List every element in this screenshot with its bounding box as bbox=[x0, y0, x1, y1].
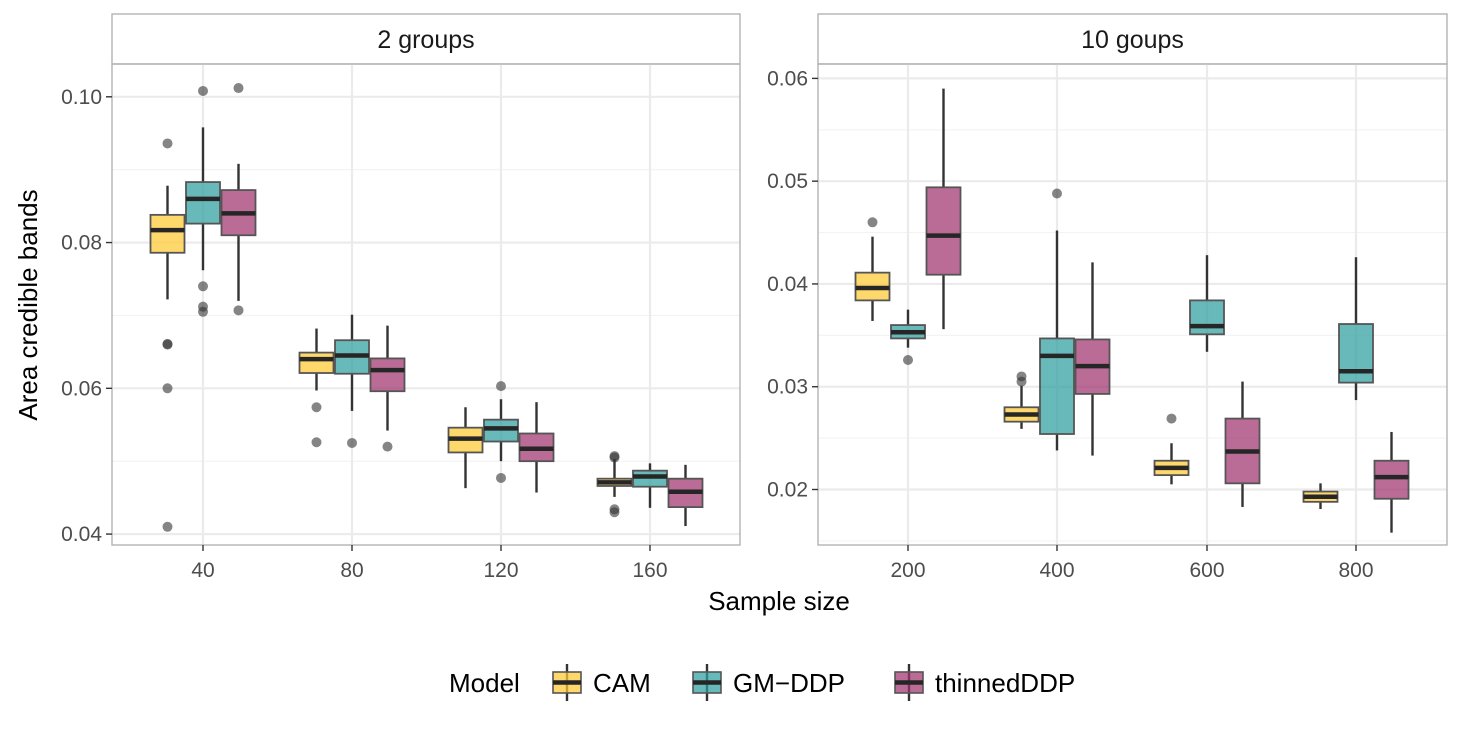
outlier-point bbox=[382, 441, 393, 452]
box-iqr bbox=[1189, 299, 1225, 336]
box-cam bbox=[1003, 371, 1040, 429]
x-tick-label: 200 bbox=[890, 559, 925, 582]
facet-strip bbox=[111, 13, 741, 65]
outlier-point bbox=[162, 383, 173, 394]
legend-key-gmddp: GM−DDP bbox=[692, 664, 845, 701]
box-cam bbox=[1153, 413, 1190, 485]
outlier-point bbox=[233, 83, 244, 94]
box-gmddp bbox=[483, 381, 519, 483]
outlier-point bbox=[1016, 376, 1027, 387]
outlier-point bbox=[347, 437, 357, 448]
x-tick-label: 160 bbox=[632, 559, 667, 582]
legend-key-cam: CAM bbox=[552, 664, 651, 701]
x-tick-label: 600 bbox=[1189, 559, 1224, 582]
x-axis-title: Sample size bbox=[708, 586, 850, 616]
box-cam bbox=[596, 451, 633, 518]
legend-label: thinnedDDP bbox=[935, 668, 1075, 698]
y-tick-label: 0.04 bbox=[767, 273, 808, 296]
x-tick-label: 40 bbox=[191, 559, 214, 582]
outlier-point bbox=[496, 381, 506, 392]
box-iqr bbox=[369, 357, 406, 393]
box-gmddp bbox=[334, 314, 370, 448]
box-thinnedddp bbox=[369, 325, 406, 452]
y-tick-label: 0.10 bbox=[61, 86, 102, 109]
outlier-point bbox=[903, 355, 913, 365]
panel-marks bbox=[854, 88, 1410, 533]
y-tick-label: 0.08 bbox=[61, 232, 102, 255]
panel-axes: 0.04 0.06 0.08 0.10 40 80 120 160 bbox=[61, 86, 667, 582]
x-tick-label: 800 bbox=[1338, 559, 1373, 582]
legend-label: CAM bbox=[593, 668, 651, 698]
panel-grid bbox=[112, 64, 740, 545]
box-iqr bbox=[1338, 323, 1374, 384]
outlier-point bbox=[1166, 413, 1177, 424]
outlier-point bbox=[198, 306, 208, 317]
facet-strip bbox=[817, 13, 1448, 65]
y-tick-label: 0.02 bbox=[767, 479, 808, 502]
outlier-point bbox=[1052, 188, 1062, 199]
box-iqr bbox=[1039, 337, 1075, 435]
facet-10-goups: 10 goups 0.02 0.03 0.04 0.05 0.06 200 400 600 80… bbox=[767, 13, 1448, 582]
box-thinnedddp bbox=[1224, 381, 1261, 507]
outlier-point bbox=[496, 472, 506, 483]
outlier-point bbox=[609, 452, 620, 463]
outlier-point bbox=[162, 138, 173, 149]
box-iqr bbox=[1373, 459, 1410, 500]
box-iqr bbox=[149, 213, 186, 254]
facet-label: 10 goups bbox=[1081, 26, 1184, 54]
outlier-point bbox=[311, 402, 322, 413]
y-tick-label: 0.06 bbox=[767, 67, 808, 90]
outlier-point bbox=[311, 437, 322, 448]
outlier-point bbox=[609, 507, 620, 518]
box-thinnedddp bbox=[1074, 262, 1111, 456]
outlier-point bbox=[867, 217, 878, 228]
y-tick-label: 0.03 bbox=[767, 376, 808, 399]
outlier-point bbox=[162, 521, 173, 532]
y-tick-label: 0.06 bbox=[61, 377, 102, 400]
box-gmddp bbox=[632, 463, 668, 508]
facet-label: 2 groups bbox=[377, 26, 474, 54]
y-tick-label: 0.05 bbox=[767, 170, 808, 193]
box-gmddp bbox=[1338, 257, 1374, 401]
box-thinnedddp bbox=[667, 464, 704, 527]
box-gmddp bbox=[890, 309, 926, 365]
box-cam bbox=[149, 138, 186, 532]
box-gmddp bbox=[1039, 188, 1075, 451]
box-thinnedddp bbox=[1373, 431, 1410, 533]
box-thinnedddp bbox=[518, 402, 555, 493]
y-tick-label: 0.04 bbox=[61, 523, 102, 546]
box-cam bbox=[854, 217, 891, 321]
x-tick-label: 80 bbox=[340, 559, 363, 582]
outlier-point bbox=[198, 281, 208, 292]
box-thinnedddp bbox=[220, 83, 257, 316]
box-gmddp bbox=[1189, 255, 1225, 352]
x-tick-label: 400 bbox=[1039, 559, 1074, 582]
panel-border bbox=[111, 63, 741, 546]
outlier-point bbox=[162, 339, 173, 350]
legend-label: GM−DDP bbox=[733, 668, 845, 698]
legend-key-thinnedddp: thinnedDDP bbox=[894, 664, 1075, 701]
panel-axes: 0.02 0.03 0.04 0.05 0.06 200 400 600 800 bbox=[767, 67, 1373, 582]
y-axis-title: Area credible bands bbox=[13, 189, 43, 420]
box-iqr bbox=[298, 351, 335, 374]
box-cam bbox=[298, 328, 335, 448]
legend: Model CAM GM−DDP thinnedDDP bbox=[449, 664, 1075, 701]
box-cam bbox=[1302, 483, 1339, 510]
box-iqr bbox=[925, 186, 962, 276]
panel-border bbox=[817, 63, 1448, 546]
box-cam bbox=[447, 407, 484, 489]
x-tick-label: 120 bbox=[483, 559, 518, 582]
legend-title: Model bbox=[449, 668, 520, 698]
box-gmddp bbox=[185, 85, 221, 317]
outlier-point bbox=[233, 305, 244, 316]
panel-marks bbox=[149, 83, 704, 532]
panel-grid bbox=[818, 64, 1447, 545]
box-thinnedddp bbox=[925, 88, 962, 330]
box-iqr bbox=[185, 181, 221, 225]
outlier-point bbox=[198, 85, 208, 96]
facet-2-groups: 2 groups 0.04 0.06 0.08 0.10 40 80 120 160 bbox=[61, 13, 741, 582]
